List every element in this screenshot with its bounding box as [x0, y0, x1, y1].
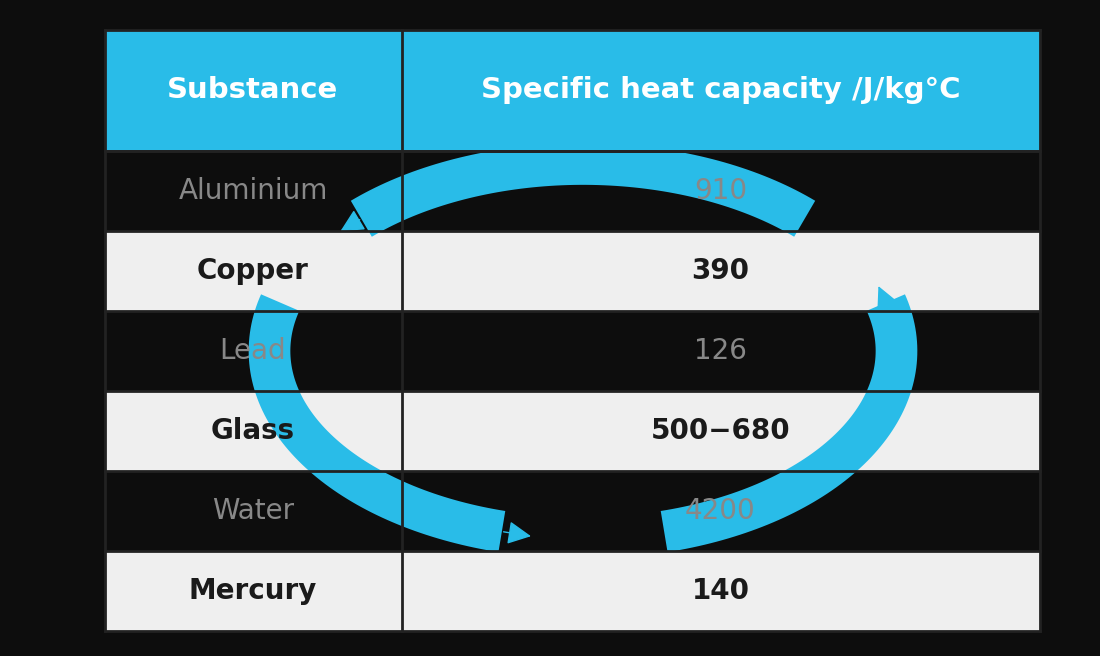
Text: Aluminium: Aluminium: [178, 177, 328, 205]
Text: 140: 140: [692, 577, 749, 605]
Bar: [104, 311, 1040, 391]
Text: 910: 910: [694, 177, 747, 205]
Text: Mercury: Mercury: [189, 577, 317, 605]
Bar: [104, 30, 1040, 151]
Bar: [104, 551, 1040, 631]
Bar: [104, 471, 1040, 551]
Bar: [104, 231, 1040, 311]
Text: 4200: 4200: [685, 497, 756, 525]
Bar: [104, 151, 1040, 231]
Text: 390: 390: [692, 257, 749, 285]
Text: Lead: Lead: [220, 337, 286, 365]
Bar: [104, 391, 1040, 471]
Text: Copper: Copper: [197, 257, 309, 285]
Text: Substance: Substance: [167, 76, 339, 104]
Text: 500−680: 500−680: [651, 417, 790, 445]
Text: 126: 126: [694, 337, 747, 365]
Text: Water: Water: [212, 497, 294, 525]
Text: Specific heat capacity /J/kg°C: Specific heat capacity /J/kg°C: [481, 76, 960, 104]
Text: Glass: Glass: [211, 417, 295, 445]
